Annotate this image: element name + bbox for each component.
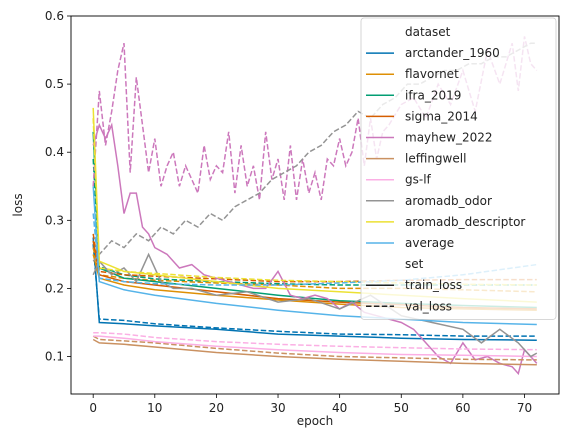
legend-label-ifra-2019: ifra_2019	[405, 88, 461, 102]
legend: dataset arctander_1960 flavornet ifra_2019s…	[360, 17, 557, 320]
legend-label-leffingwell: leffingwell	[405, 152, 466, 166]
legend-label-gs-lf: gs-lf	[405, 173, 432, 187]
legend-title-set: set	[405, 257, 424, 271]
y-tick-label: 0.3	[45, 213, 64, 227]
x-axis-ticks: 0 10 20 30 40 50 60 70	[89, 394, 532, 415]
y-axis-ticks: 0.1 0.2 0.3 0.4 0.5 0.6	[45, 9, 71, 364]
series-line-gs-lf-val-loss	[93, 331, 537, 351]
legend-label-train-loss: train_loss	[405, 278, 462, 292]
legend-label-aromadb-odor: aromadb_odor	[405, 194, 492, 208]
x-tick-label: 70	[517, 401, 532, 415]
y-axis-label: loss	[11, 193, 25, 216]
y-tick-label: 0.4	[45, 145, 64, 159]
legend-box	[360, 17, 557, 320]
series-line-arctander-1960-val-loss	[92, 244, 537, 337]
axes: dataset arctander_1960 flavornet ifra_2019s…	[11, 9, 560, 428]
legend-label-mayhew-2022: mayhew_2022	[405, 131, 493, 145]
series-line-mayhew-2022-val-loss	[92, 36, 538, 201]
series-line-aromadb-odor-train-loss	[92, 252, 538, 358]
legend-label-val-loss: val_loss	[405, 299, 452, 313]
series-line-sigma-2014-val-loss	[92, 233, 537, 283]
series-line-arctander-1960-train-loss	[92, 237, 537, 341]
legend-label-average: average	[405, 236, 454, 250]
series-line-leffingwell-train-loss	[92, 338, 537, 366]
axes-frame	[70, 15, 560, 395]
x-tick-label: 10	[147, 401, 162, 415]
y-tick-label: 0.1	[45, 350, 64, 364]
x-tick-label: 60	[455, 401, 470, 415]
series-line-ifra-2019-val-loss	[92, 158, 537, 286]
legend-label-arctander-1960: arctander_1960	[405, 46, 500, 60]
x-axis-label: epoch	[297, 414, 334, 428]
x-tick-label: 50	[394, 401, 409, 415]
legend-label-sigma-2014: sigma_2014	[405, 109, 478, 123]
legend-title-dataset: dataset	[405, 25, 451, 39]
y-tick-label: 0.2	[45, 281, 64, 295]
y-tick-label: 0.5	[45, 77, 64, 91]
series-line-mayhew-2022-train-loss	[92, 122, 538, 376]
x-tick-label: 40	[332, 401, 347, 415]
series-line-flavornet-val-loss	[92, 247, 537, 293]
x-tick-label: 0	[89, 401, 97, 415]
series-line-gs-lf-train-loss	[93, 335, 537, 358]
y-tick-label: 0.6	[45, 9, 64, 23]
series-line-leffingwell-val-loss	[92, 335, 537, 361]
x-tick-label: 20	[209, 401, 224, 415]
legend-label-flavornet: flavornet	[405, 67, 459, 81]
series-line-average-train-loss	[92, 186, 537, 326]
x-tick-label: 30	[270, 401, 285, 415]
legend-label-aromadb-descriptor: aromadb_descriptor	[405, 215, 525, 229]
